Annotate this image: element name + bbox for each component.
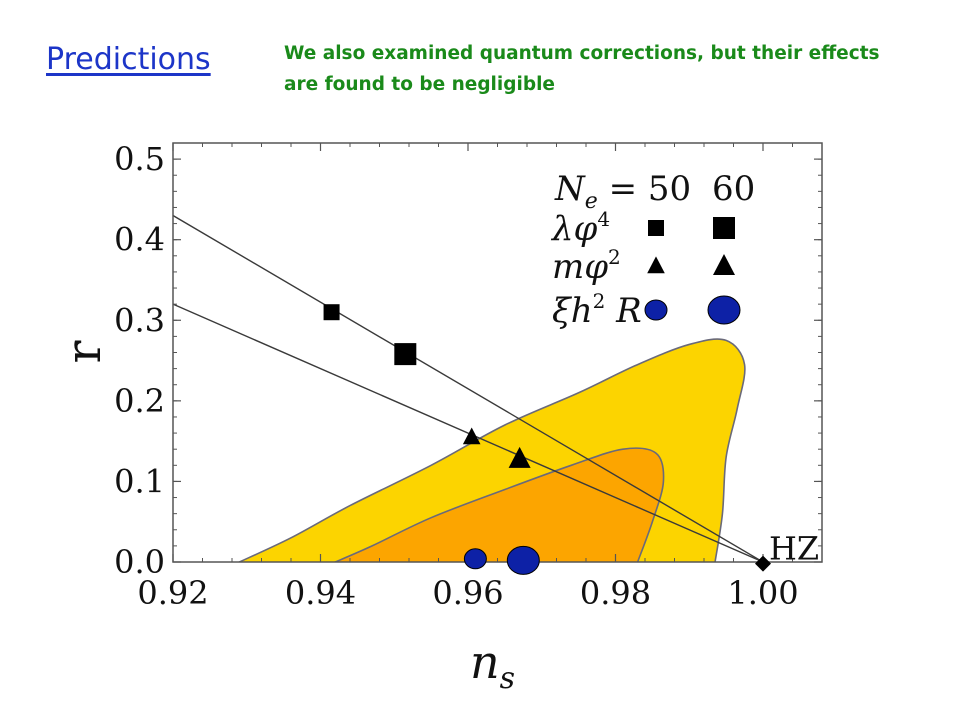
hz-label: HZ	[769, 530, 819, 568]
legend-header-60: 60	[712, 169, 755, 209]
note-line-2: are found to be negligible	[284, 74, 555, 95]
x-tick-label: 1.00	[727, 574, 798, 612]
y-tick-label: 0.4	[114, 221, 165, 259]
y-tick-label: 0.0	[114, 543, 165, 581]
y-axis-label: r	[56, 340, 112, 363]
axis-ticks: 0.92 0.94 0.96 0.98 1.00 0.0 0.1 0.2 0.3 0.4 0.5	[114, 140, 823, 612]
legend-triangle-60	[713, 254, 735, 275]
contour-regions	[238, 338, 746, 562]
slide-title[interactable]: Predictions	[46, 42, 211, 77]
square-marker	[394, 343, 417, 366]
x-tick-label: 0.92	[137, 574, 208, 612]
legend-circle-50	[644, 299, 668, 321]
circle-marker	[506, 545, 540, 575]
square-marker	[323, 304, 340, 321]
note-line-1: We also examined quantum corrections, bu…	[284, 43, 880, 64]
x-axis-label: ns	[470, 635, 515, 696]
legend-circle-60	[707, 295, 741, 325]
legend-label-square: λφ4	[550, 207, 610, 249]
y-tick-label: 0.5	[114, 140, 165, 178]
triangle-marker	[462, 427, 481, 445]
m-phi2-line	[173, 303, 764, 562]
x-tick-label: 0.96	[432, 574, 503, 612]
legend-triangle-50	[647, 256, 665, 274]
legend-square-50	[648, 220, 664, 236]
legend-label-triangle: mφ2	[552, 245, 621, 287]
y-tick-label: 0.2	[114, 382, 165, 420]
triangle-marker	[508, 446, 531, 468]
data-markers: HZ	[323, 304, 819, 575]
y-tick-label: 0.3	[114, 301, 165, 339]
slide-note: We also examined quantum corrections, bu…	[284, 38, 934, 100]
lambda-phi4-line	[173, 214, 764, 562]
diamond-marker	[755, 555, 771, 572]
x-tick-label: 0.94	[285, 574, 356, 612]
legend-label-circle: ξh2 R	[552, 289, 642, 331]
x-tick-label: 0.98	[580, 574, 651, 612]
legend-square-60	[713, 217, 735, 239]
legend-header: Ne = 50	[554, 169, 691, 214]
circle-marker	[463, 548, 487, 570]
inner-contour	[334, 447, 665, 562]
prediction-lines	[173, 214, 764, 562]
y-tick-label: 0.1	[114, 462, 165, 500]
